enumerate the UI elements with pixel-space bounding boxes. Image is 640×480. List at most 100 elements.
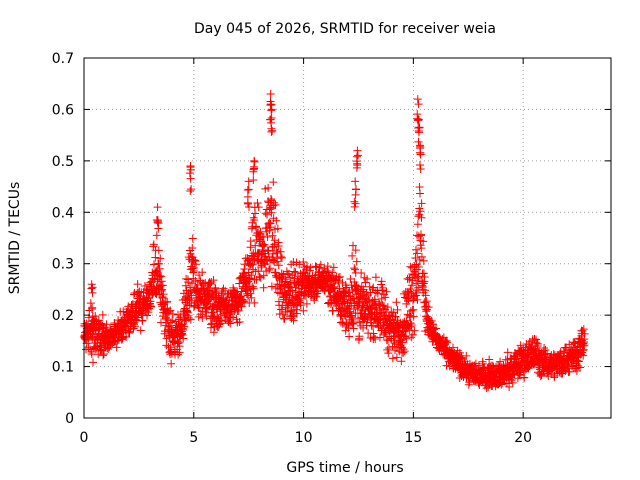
data-point: [429, 320, 438, 329]
data-point: [254, 267, 263, 276]
data-point: [269, 198, 278, 207]
data-point: [159, 290, 168, 299]
data-point: [250, 298, 259, 307]
data-point: [399, 345, 408, 354]
data-point: [91, 324, 100, 333]
data-point: [369, 283, 378, 292]
data-point: [158, 293, 167, 302]
data-point: [256, 250, 265, 259]
data-point: [250, 164, 259, 173]
data-point: [338, 319, 347, 328]
data-point: [247, 271, 256, 280]
data-point: [249, 284, 258, 293]
data-point: [277, 253, 286, 262]
data-point: [415, 141, 424, 150]
data-point: [412, 291, 421, 300]
data-point: [154, 259, 163, 268]
data-point: [414, 232, 423, 241]
plot-frame: [83, 57, 612, 419]
data-point: [340, 297, 349, 306]
data-point: [263, 246, 272, 255]
data-point: [406, 285, 415, 294]
data-point: [166, 343, 175, 352]
data-point: [419, 237, 428, 246]
data-point: [392, 353, 401, 362]
data-point: [299, 258, 308, 267]
data-point: [363, 274, 372, 283]
data-point: [153, 203, 162, 212]
data-point: [130, 322, 139, 331]
data-point: [352, 257, 361, 266]
data-point: [512, 351, 521, 360]
data-point: [443, 338, 452, 347]
data-point: [422, 297, 431, 306]
data-point: [147, 302, 156, 311]
data-point: [306, 263, 315, 272]
data-point: [224, 318, 233, 327]
data-point: [417, 199, 426, 208]
data-point: [540, 343, 549, 352]
data-point: [417, 213, 426, 222]
data-point: [292, 309, 301, 318]
y-tick-label: 0.6: [52, 102, 74, 118]
data-point: [238, 297, 247, 306]
data-point: [353, 146, 362, 155]
data-point: [188, 243, 197, 252]
data-point: [392, 298, 401, 307]
y-tick-label: 0.4: [52, 205, 74, 221]
data-point: [414, 116, 423, 125]
data-point: [420, 286, 429, 295]
data-point: [292, 305, 301, 314]
data-point: [167, 359, 176, 368]
data-point: [183, 307, 192, 316]
data-point: [269, 256, 278, 265]
data-point: [413, 295, 422, 304]
data-point: [157, 277, 166, 286]
data-point: [580, 341, 589, 350]
data-point: [320, 267, 329, 276]
data-point: [417, 244, 426, 253]
data-point: [243, 186, 252, 195]
data-point: [252, 223, 261, 232]
data-point: [413, 274, 422, 283]
data-point: [272, 216, 281, 225]
data-point: [168, 309, 177, 318]
chart-title: Day 045 of 2026, SRMTID for receiver wei…: [194, 21, 496, 37]
data-point: [198, 268, 207, 277]
data-point: [154, 246, 163, 255]
data-point: [153, 217, 162, 226]
data-point: [536, 372, 545, 381]
data-point: [357, 269, 366, 278]
y-tick-label: 0.2: [52, 308, 74, 324]
data-point: [248, 282, 257, 291]
data-point: [369, 322, 378, 331]
data-point: [267, 106, 276, 115]
data-point: [289, 258, 298, 267]
data-point: [342, 321, 351, 330]
data-point: [253, 199, 262, 208]
data-point: [408, 330, 417, 339]
data-point: [383, 303, 392, 312]
data-point: [351, 199, 360, 208]
data-point: [323, 262, 332, 271]
data-point: [267, 282, 276, 291]
data-point: [278, 281, 287, 290]
data-point: [287, 314, 296, 323]
data-point: [247, 293, 256, 302]
data-point: [349, 324, 358, 333]
data-point: [149, 240, 158, 249]
data-point: [378, 283, 387, 292]
data-point: [250, 156, 259, 165]
data-point: [187, 185, 196, 194]
data-point: [168, 316, 177, 325]
data-point: [111, 337, 120, 346]
data-point: [124, 302, 133, 311]
data-point: [246, 237, 255, 246]
data-point: [349, 304, 358, 313]
data-point: [259, 245, 268, 254]
data-point: [179, 334, 188, 343]
data-point: [249, 176, 258, 185]
data-point: [523, 363, 532, 372]
x-tick-label: 20: [514, 430, 532, 446]
